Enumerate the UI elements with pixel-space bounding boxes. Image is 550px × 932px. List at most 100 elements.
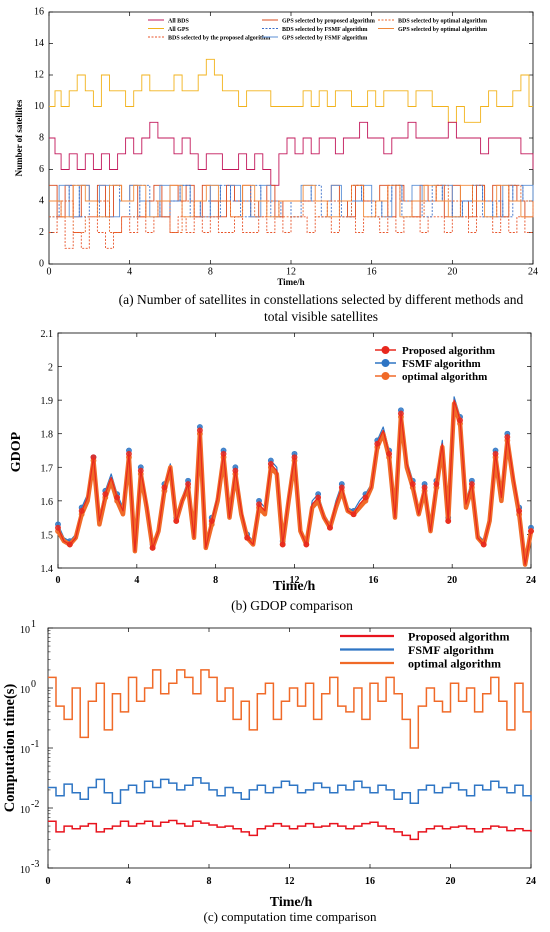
b-series-point-2 [185,481,191,487]
c-xtick-label: 8 [207,876,212,887]
panel-b-ylabel: GDOP [9,431,24,472]
b-series-point-2 [196,427,203,434]
panel-a-ylabel: Number of satellites [14,99,24,176]
c-ytick-label: 10 [20,865,30,876]
a-legend-label: GPS selected by proposed algorithm [282,18,375,24]
c-xtick-label: 24 [526,876,536,887]
a-ytick-label: 8 [39,133,44,144]
c-ytick-exp: -1 [31,739,39,750]
a-ytick-label: 2 [39,227,44,238]
b-ytick-label: 1.9 [41,396,54,407]
b-series-point-2 [256,501,262,508]
c-ytick-base: 10 [20,865,30,876]
b-series-point-2 [126,450,132,457]
c-xtick-label: 12 [285,876,295,887]
a-ytick-label: 4 [39,196,44,207]
panel-b-series [55,396,534,567]
c-xtick-label: 4 [126,876,131,887]
b-series-point-2 [78,508,85,514]
c-series-line-0 [48,669,532,749]
panel-c-series [48,669,532,841]
a-xtick-label: 8 [208,267,213,278]
a-xtick-label: 16 [367,267,377,278]
b-series-point-2 [504,434,511,440]
b-ytick-label: 1.4 [41,564,54,575]
c-ytick-base: 10 [20,805,30,816]
b-series-point-2 [327,524,333,531]
c-ytick-label: 10 [20,805,30,816]
c-ytick-exp: 1 [31,619,36,630]
panel-a-series [49,58,534,249]
b-series-point-2 [457,417,463,424]
b-legend-label: FSMF algorithm [402,358,481,370]
panel-b-caption: (b) GDOP comparison [231,598,353,613]
c-xtick-label: 16 [365,876,375,887]
b-series-point-2 [350,511,357,518]
a-xtick-label: 24 [528,267,538,278]
b-series-point-2 [55,524,61,531]
b-series-point-2 [303,541,310,548]
b-legend-marker [381,372,390,380]
a-series-line-6 [49,184,534,218]
b-series-point-2 [409,481,416,487]
a-legend-label: GPS selected by optimal algorithm [398,27,487,33]
b-ytick-label: 2 [48,363,53,374]
b-series-point-2 [398,410,404,417]
b-legend-label: Proposed algorithm [402,345,495,357]
a-series-line-3 [49,216,533,249]
b-ytick-label: 1.7 [41,463,54,474]
b-xtick-label: 4 [134,575,139,586]
b-series-point-2 [208,518,215,524]
b-series-point-2 [267,461,274,467]
b-series-point-2 [421,484,428,491]
c-ytick-label: 10 [20,685,30,696]
c-ytick-label: 10 [20,625,30,636]
b-legend-label: optimal algorithm [402,371,487,383]
a-ytick-label: 12 [34,70,44,81]
a-series-line-1 [49,121,534,186]
b-legend-marker [381,346,390,354]
c-ytick-base: 10 [20,745,30,756]
b-series-point-2 [114,494,121,501]
a-legend-label: BDS selected by the proposed algorithm [168,35,270,41]
c-ytick-exp: -2 [31,799,39,810]
c-legend-label: FSMF algorithm [408,643,494,657]
c-ytick-exp: -3 [31,859,39,870]
panel-a-caption-line2: total visible satellites [264,309,378,324]
b-xtick-label: 8 [213,575,218,586]
b-series-point-2 [291,454,298,461]
a-ytick-label: 0 [39,259,44,270]
b-series-point-2 [244,534,251,541]
a-ytick-label: 16 [34,7,44,18]
c-series-line-2 [48,819,532,841]
b-series-point-2 [445,518,452,524]
a-legend-label: GPS selected by FSMF algorithm [282,35,367,41]
b-series-point-2 [480,541,487,548]
c-ytick-base: 10 [20,625,30,636]
b-series-point-2 [102,491,109,498]
a-xtick-label: 0 [47,267,52,278]
c-ytick-exp: 0 [31,679,36,690]
c-ytick-label: 10 [20,745,30,756]
b-xtick-label: 20 [447,575,457,586]
a-xtick-label: 20 [447,267,457,278]
a-ytick-label: 10 [34,101,44,112]
b-series-point-2 [220,450,227,457]
b-ytick-label: 2.1 [41,329,54,340]
b-series-point-2 [338,484,345,491]
b-series-point-2 [374,440,381,447]
a-legend-label: BDS selected by optimal algorithm [398,18,487,24]
a-ytick-label: 14 [34,38,44,49]
a-xtick-label: 4 [127,267,132,278]
b-xtick-label: 24 [526,575,536,586]
b-series-point-2 [232,467,239,474]
panel-b: 0 4 8 12 16 20 24 1.4 1.5 1.6 1.7 1.8 1.9 2 2.1 GDOP T… [9,329,536,613]
b-series-point-2 [468,481,475,487]
panel-b-xlabel: Time/h [273,579,316,594]
